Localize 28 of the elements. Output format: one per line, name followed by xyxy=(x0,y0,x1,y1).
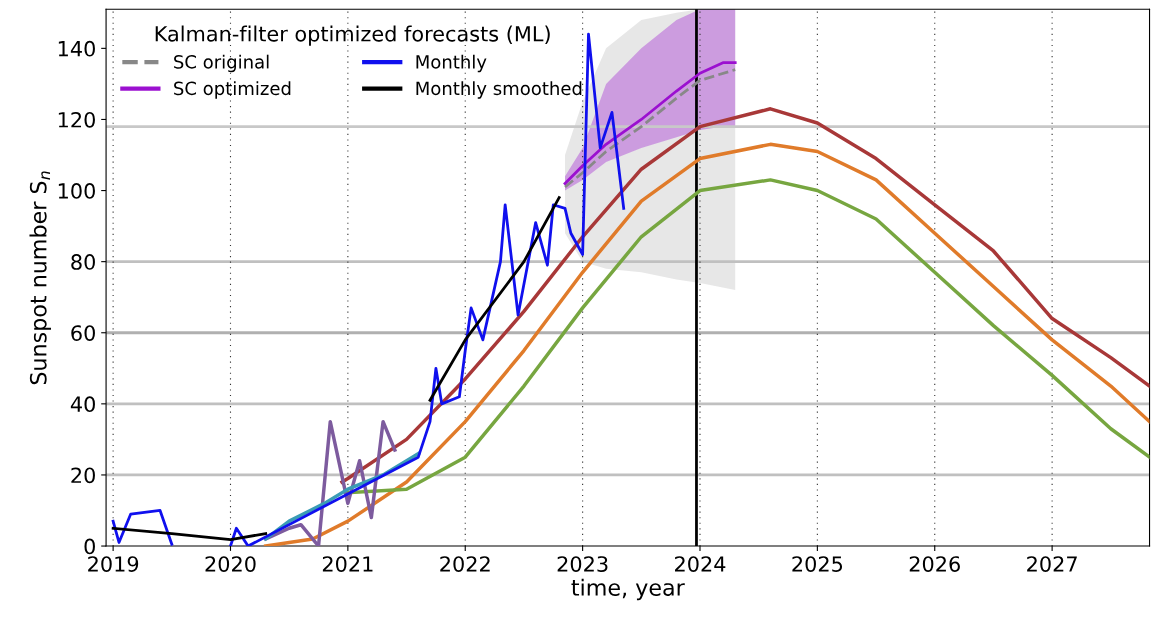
y-tick-label: 100 xyxy=(58,183,95,199)
line-series xyxy=(340,107,1150,484)
x-tick-label: 2025 xyxy=(792,556,843,572)
x-tick-label: 2020 xyxy=(205,556,256,572)
legend-title: Kalman-filter optimized forecasts (ML) xyxy=(155,25,550,46)
x-tick-label: 2022 xyxy=(440,556,490,572)
y-axis-title: Sunspot number S$_{n}$ xyxy=(29,171,51,385)
y-tick-label: 0 xyxy=(84,538,95,555)
x-tick-label: 2019 xyxy=(88,556,139,572)
x-tick-label: 2024 xyxy=(675,556,726,572)
x-tick-label: 2027 xyxy=(1027,556,1077,572)
y-tick-label: 120 xyxy=(58,111,95,128)
y-tick-label: 80 xyxy=(71,254,95,270)
legend-label: SC optimized xyxy=(174,81,291,99)
y-tick-label: 40 xyxy=(70,396,95,413)
x-tick-label: 2021 xyxy=(322,556,373,572)
line-series xyxy=(346,178,1150,495)
x-tick-label: 2026 xyxy=(909,556,960,572)
y-tick-label: 20 xyxy=(71,467,95,484)
x-tick-label: 2023 xyxy=(557,556,608,572)
y-tick-label: 140 xyxy=(58,40,95,57)
legend-label: Monthly smoothed xyxy=(416,81,582,99)
legend-label: SC original xyxy=(174,54,269,73)
line-series xyxy=(263,142,1150,547)
line-series xyxy=(263,419,397,547)
x-axis-title: time, year xyxy=(571,578,685,601)
legend-label: Monthly xyxy=(416,54,487,73)
y-tick-label: 60 xyxy=(71,325,95,341)
